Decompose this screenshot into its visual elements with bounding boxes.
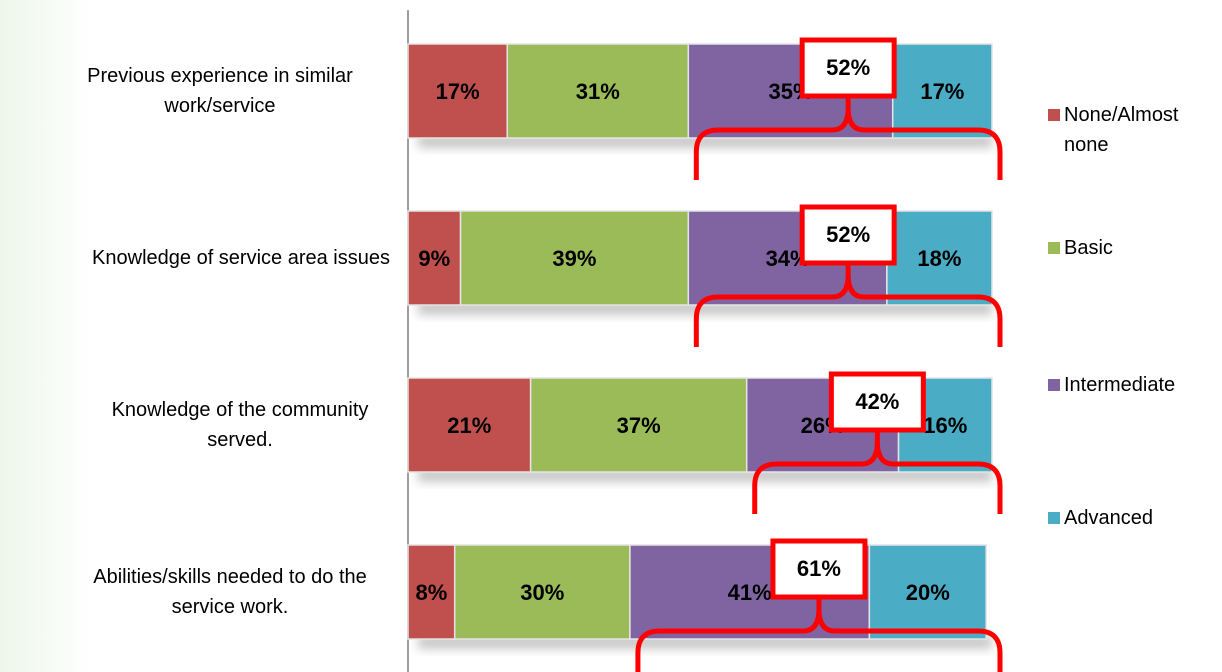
annotation-label: 61% [797, 556, 841, 581]
bar-segment [868, 544, 987, 640]
category-label: Knowledge of the community served. [111, 399, 369, 451]
annotation-box [828, 371, 926, 433]
data-label: 30% [520, 580, 564, 605]
annotation-label: 52% [826, 222, 870, 247]
data-label: 18% [917, 246, 961, 271]
annotation-label: 52% [826, 55, 870, 80]
bar-segment [407, 43, 509, 139]
legend-label: None/Almost none [1064, 104, 1179, 156]
data-label: 9% [418, 246, 450, 271]
annotation-label: 42% [855, 389, 899, 414]
legend-swatch [1048, 109, 1060, 121]
category-label: Previous experience in similar work/serv… [87, 65, 353, 117]
legend-swatch [1048, 379, 1060, 391]
data-label: 17% [920, 79, 964, 104]
data-label: 17% [436, 79, 480, 104]
bar-segment [453, 544, 631, 640]
bar-segment [407, 377, 532, 473]
data-label: 39% [552, 246, 596, 271]
category-label: Knowledge of service area issues [92, 247, 390, 269]
legend-swatch [1048, 512, 1060, 524]
data-label: 41% [728, 580, 772, 605]
annotation-box [799, 37, 897, 99]
legend-item: Basic [1048, 233, 1218, 263]
data-label: 37% [617, 413, 661, 438]
data-label: 31% [576, 79, 620, 104]
data-label: 8% [415, 580, 447, 605]
bar-segment [529, 377, 748, 473]
legend-item: Advanced [1048, 503, 1218, 533]
category-label: Abilities/skills needed to do the servic… [93, 566, 367, 618]
bar-segment [407, 544, 456, 640]
data-label: 21% [447, 413, 491, 438]
annotation-box [799, 204, 897, 266]
legend-swatch [1048, 242, 1060, 254]
bar-segment [459, 210, 690, 306]
legend-item: Intermediate [1048, 370, 1218, 400]
legend-label: Advanced [1064, 507, 1153, 529]
legend-label: Basic [1064, 237, 1113, 259]
annotation-box [770, 538, 868, 600]
bar-segment [407, 210, 462, 306]
bar-segment [891, 43, 993, 139]
data-label: 20% [906, 580, 950, 605]
legend-item: None/Almost none [1048, 100, 1218, 160]
data-label: 16% [923, 413, 967, 438]
legend-label: Intermediate [1064, 374, 1176, 396]
